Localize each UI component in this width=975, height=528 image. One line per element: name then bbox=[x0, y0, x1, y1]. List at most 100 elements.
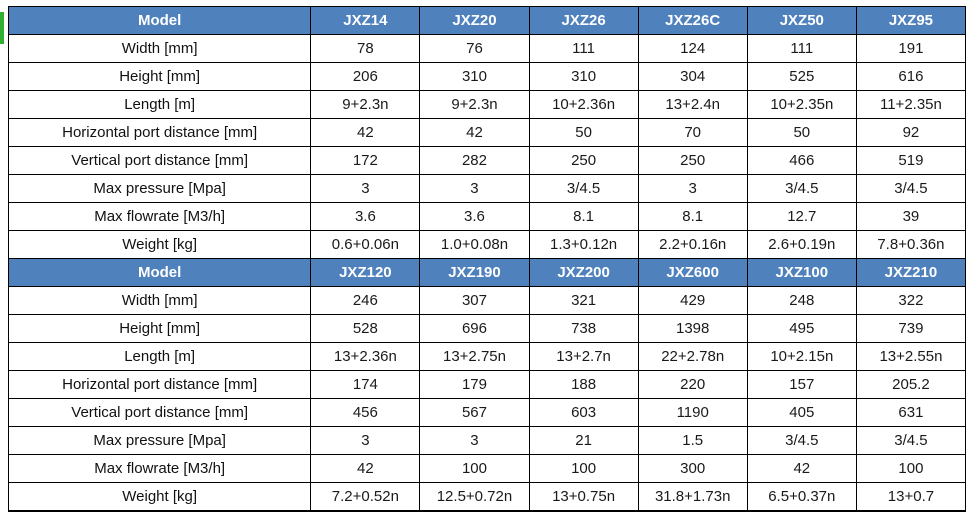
spec-row: Length [m] 9+2.3n 9+2.3n 10+2.36n 13+2.4n 10+… bbox=[7, 90, 967, 119]
spec-value-cell: 50 bbox=[528, 118, 639, 147]
row-label-cell: Max flowrate [M3/h] bbox=[7, 202, 312, 231]
spec-value-cell: 21 bbox=[528, 426, 639, 455]
spec-value-cell: 10+2.36n bbox=[528, 90, 639, 119]
spec-row: Width [mm] 78 76 111 124 111 191 bbox=[7, 34, 967, 63]
spec-value-cell: 3 bbox=[419, 174, 530, 203]
spec-value-cell: 1398 bbox=[637, 314, 748, 343]
spec-value-cell: 157 bbox=[746, 370, 857, 399]
spec-value-cell: 738 bbox=[528, 314, 639, 343]
spec-value-cell: 603 bbox=[528, 398, 639, 427]
spec-row: Horizontal port distance [mm] 42 42 50 70 50 9… bbox=[7, 118, 967, 147]
spec-value-cell: 1.5 bbox=[637, 426, 748, 455]
spec-value-cell: 78 bbox=[310, 34, 421, 63]
model-header-label: Model bbox=[7, 6, 312, 35]
spec-value-cell: 13+2.75n bbox=[419, 342, 530, 371]
spec-value-cell: 70 bbox=[637, 118, 748, 147]
spec-value-cell: 13+0.75n bbox=[528, 482, 639, 512]
row-label-cell: Max flowrate [M3/h] bbox=[7, 454, 312, 483]
row-label-cell: Vertical port distance [mm] bbox=[7, 146, 312, 175]
spec-value-cell: 124 bbox=[637, 34, 748, 63]
spec-value-cell: 31.8+1.73n bbox=[637, 482, 748, 512]
spec-value-cell: 206 bbox=[310, 62, 421, 91]
spec-row: Vertical port distance [mm] 172 282 250 250 4… bbox=[7, 146, 967, 175]
spec-value-cell: 3 bbox=[310, 174, 421, 203]
spec-value-cell: 188 bbox=[528, 370, 639, 399]
row-label-cell: Max pressure [Mpa] bbox=[7, 426, 312, 455]
spec-table: Model JXZ14 JXZ20 JXZ26 JXZ26C JXZ50 JXZ95 Widt… bbox=[7, 6, 967, 512]
spec-value-cell: 10+2.15n bbox=[746, 342, 857, 371]
spec-value-cell: 304 bbox=[637, 62, 748, 91]
left-edge-artifact bbox=[0, 12, 4, 44]
spec-table-body: Model JXZ14 JXZ20 JXZ26 JXZ26C JXZ50 JXZ95 Widt… bbox=[7, 6, 967, 512]
spec-value-cell: 7.8+0.36n bbox=[855, 230, 967, 259]
spec-value-cell: 310 bbox=[419, 62, 530, 91]
model-name-cell: JXZ120 bbox=[310, 258, 421, 287]
spec-value-cell: 100 bbox=[419, 454, 530, 483]
spec-value-cell: 12.5+0.72n bbox=[419, 482, 530, 512]
spec-value-cell: 42 bbox=[310, 454, 421, 483]
spec-value-cell: 321 bbox=[528, 286, 639, 315]
spec-value-cell: 10+2.35n bbox=[746, 90, 857, 119]
spec-value-cell: 13+2.7n bbox=[528, 342, 639, 371]
spec-value-cell: 739 bbox=[855, 314, 967, 343]
spec-value-cell: 13+2.55n bbox=[855, 342, 967, 371]
spec-value-cell: 205.2 bbox=[855, 370, 967, 399]
spec-value-cell: 246 bbox=[310, 286, 421, 315]
row-label-cell: Length [m] bbox=[7, 90, 312, 119]
spec-value-cell: 100 bbox=[855, 454, 967, 483]
model-name-cell: JXZ20 bbox=[419, 6, 530, 35]
spec-value-cell: 525 bbox=[746, 62, 857, 91]
spec-value-cell: 2.6+0.19n bbox=[746, 230, 857, 259]
model-name-cell: JXZ100 bbox=[746, 258, 857, 287]
spec-value-cell: 42 bbox=[746, 454, 857, 483]
spec-row: Width [mm] 246 307 321 429 248 322 bbox=[7, 286, 967, 315]
spec-value-cell: 250 bbox=[637, 146, 748, 175]
spec-value-cell: 696 bbox=[419, 314, 530, 343]
spec-value-cell: 13+2.4n bbox=[637, 90, 748, 119]
model-name-cell: JXZ190 bbox=[419, 258, 530, 287]
model-name-cell: JXZ600 bbox=[637, 258, 748, 287]
spec-value-cell: 631 bbox=[855, 398, 967, 427]
model-header-row: Model JXZ120 JXZ190 JXZ200 JXZ600 JXZ100 JXZ21… bbox=[7, 258, 967, 287]
model-name-cell: JXZ14 bbox=[310, 6, 421, 35]
row-label-cell: Horizontal port distance [mm] bbox=[7, 118, 312, 147]
model-name-cell: JXZ95 bbox=[855, 6, 967, 35]
spec-value-cell: 111 bbox=[528, 34, 639, 63]
spec-value-cell: 429 bbox=[637, 286, 748, 315]
spec-value-cell: 9+2.3n bbox=[310, 90, 421, 119]
model-header-label: Model bbox=[7, 258, 312, 287]
spec-value-cell: 42 bbox=[419, 118, 530, 147]
spec-value-cell: 616 bbox=[855, 62, 967, 91]
spec-value-cell: 3/4.5 bbox=[528, 174, 639, 203]
row-label-cell: Weight [kg] bbox=[7, 482, 312, 512]
spec-value-cell: 310 bbox=[528, 62, 639, 91]
row-label-cell: Length [m] bbox=[7, 342, 312, 371]
spec-value-cell: 1.0+0.08n bbox=[419, 230, 530, 259]
spec-value-cell: 307 bbox=[419, 286, 530, 315]
spec-value-cell: 567 bbox=[419, 398, 530, 427]
model-name-cell: JXZ50 bbox=[746, 6, 857, 35]
spec-value-cell: 3 bbox=[637, 174, 748, 203]
spec-value-cell: 3.6 bbox=[310, 202, 421, 231]
spec-value-cell: 42 bbox=[310, 118, 421, 147]
spec-value-cell: 12.7 bbox=[746, 202, 857, 231]
spec-row: Length [m] 13+2.36n 13+2.75n 13+2.7n 22+2.78… bbox=[7, 342, 967, 371]
spec-value-cell: 3/4.5 bbox=[855, 426, 967, 455]
spec-value-cell: 405 bbox=[746, 398, 857, 427]
spec-value-cell: 519 bbox=[855, 146, 967, 175]
row-label-cell: Height [mm] bbox=[7, 314, 312, 343]
spec-value-cell: 282 bbox=[419, 146, 530, 175]
spec-value-cell: 22+2.78n bbox=[637, 342, 748, 371]
spec-value-cell: 1190 bbox=[637, 398, 748, 427]
spec-row: Max flowrate [M3/h] 42 100 100 300 42 100 bbox=[7, 454, 967, 483]
spec-value-cell: 250 bbox=[528, 146, 639, 175]
row-label-cell: Height [mm] bbox=[7, 62, 312, 91]
spec-value-cell: 191 bbox=[855, 34, 967, 63]
spec-value-cell: 2.2+0.16n bbox=[637, 230, 748, 259]
row-label-cell: Vertical port distance [mm] bbox=[7, 398, 312, 427]
spec-value-cell: 8.1 bbox=[528, 202, 639, 231]
spec-value-cell: 179 bbox=[419, 370, 530, 399]
spec-value-cell: 248 bbox=[746, 286, 857, 315]
row-label-cell: Max pressure [Mpa] bbox=[7, 174, 312, 203]
